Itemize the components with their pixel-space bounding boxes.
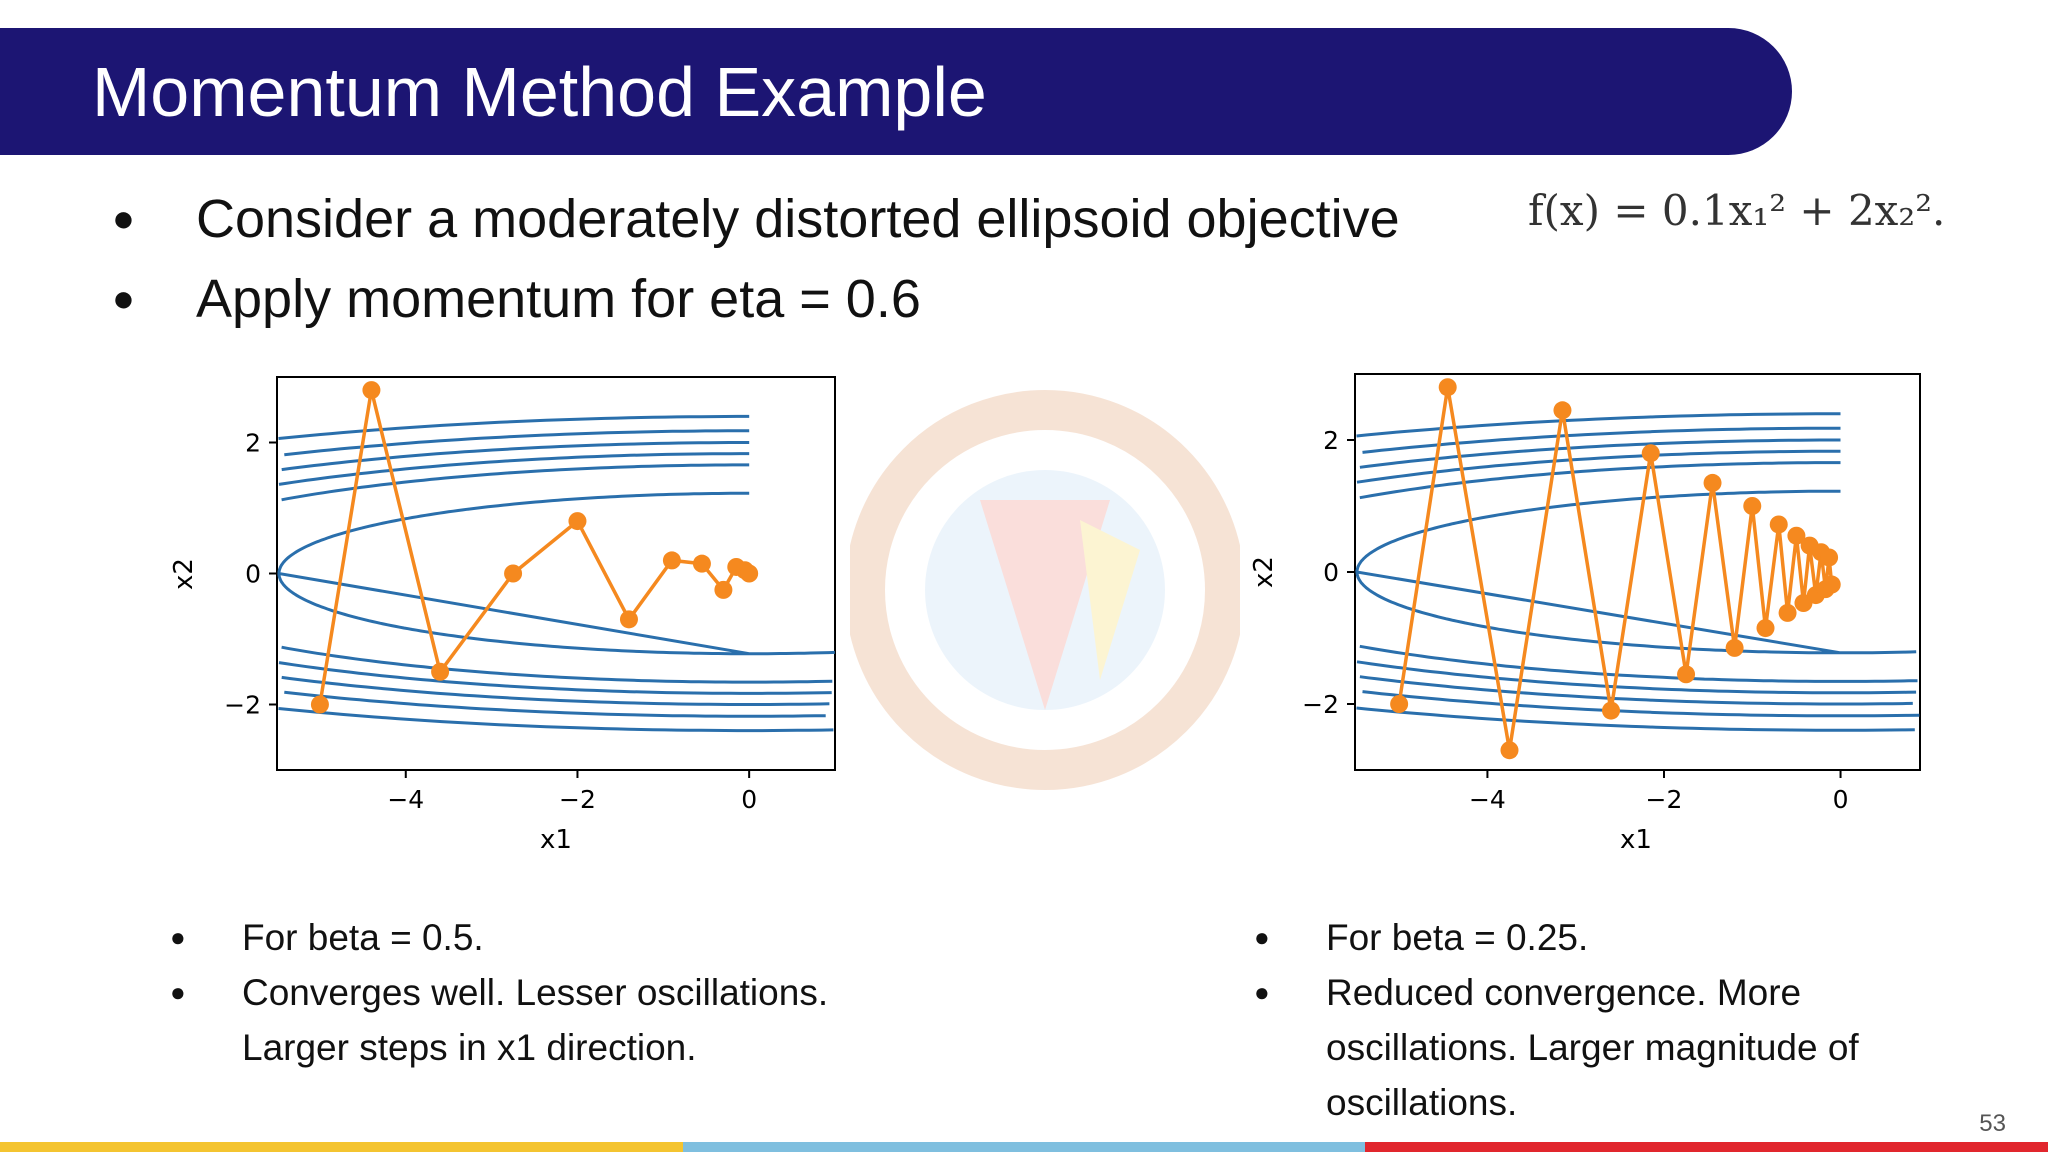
y-tick-label: 2 (1323, 426, 1339, 455)
path-point (1438, 378, 1457, 397)
page-number: 53 (1979, 1110, 2006, 1137)
path-point (1787, 526, 1806, 545)
x-tick-label: 0 (741, 785, 757, 814)
contour-line (284, 429, 826, 718)
bullet-dot: ● (170, 977, 186, 1007)
slide-title: Momentum Method Example (92, 53, 987, 131)
x-axis-label: x1 (1620, 825, 1652, 855)
path-point (1703, 473, 1722, 492)
contour-line (278, 414, 834, 733)
path-point (362, 381, 381, 400)
path-point (692, 554, 711, 573)
path-point (1725, 638, 1744, 657)
y-axis-label: x2 (170, 558, 199, 590)
notes-beta-0-5: ● For beta = 0.5. ● Converges well. Lesser… (166, 910, 828, 1075)
x-tick-label: −2 (559, 785, 596, 814)
note-text: oscillations. Larger magnitude of (1326, 1027, 1859, 1068)
institute-watermark-logo (850, 390, 1240, 790)
path-point (1390, 695, 1409, 713)
contour-line (1356, 449, 1917, 695)
bottom-bar-blue (682, 1142, 1366, 1152)
path-point (714, 580, 733, 599)
y-axis-label: x2 (1250, 556, 1279, 588)
contour-line (281, 441, 830, 706)
path-point (568, 512, 587, 531)
path-point (1756, 619, 1775, 638)
path-point (1553, 401, 1572, 420)
contour-line (1359, 461, 1918, 683)
note-text: Reduced convergence. More (1326, 972, 1802, 1013)
contour-line (277, 491, 835, 656)
note-text: For beta = 0.25. (1326, 917, 1589, 958)
objective-formula: f(x) = 0.1x₁² + 2x₂². (1528, 186, 1946, 235)
bottom-bar-yellow (0, 1142, 683, 1152)
y-tick-label: −2 (1302, 690, 1339, 719)
x-tick-label: −2 (1646, 785, 1683, 814)
contour-line (1356, 412, 1915, 732)
bullet-dot: ● (1254, 922, 1270, 952)
y-tick-label: −2 (224, 691, 261, 720)
bullet-dot: ● (1254, 977, 1270, 1007)
x-tick-label: 0 (1833, 785, 1849, 814)
bullet-2: ● Apply momentum for eta = 0.6 (112, 268, 921, 330)
bottom-color-bar (0, 1142, 2048, 1152)
y-tick-label: 0 (245, 560, 261, 589)
x-tick-label: −4 (387, 785, 424, 814)
bullet-dot: ● (112, 197, 135, 240)
plot-beta-0-5: −4 −2 0 2 0 −2 x1 x2 (170, 376, 836, 855)
contour-line (281, 463, 833, 684)
path-point (431, 662, 450, 681)
bullet-dot: ● (112, 277, 135, 320)
title-bar (0, 28, 1792, 155)
path-point (1677, 665, 1696, 684)
path-point (1500, 741, 1519, 760)
contour-line (1359, 438, 1913, 706)
path-point (662, 551, 681, 570)
plot-beta-0-25: −4 −2 0 2 0 −2 x1 x2 (1250, 373, 1921, 855)
contour-line (1362, 426, 1920, 718)
bullet-2-text: Apply momentum for eta = 0.6 (196, 269, 921, 329)
path-point (1778, 603, 1797, 622)
optimization-path (318, 389, 751, 705)
notes-beta-0-25: ● For beta = 0.25. ● Reduced convergence. … (1250, 910, 1859, 1130)
path-point (504, 564, 523, 583)
path-point (1769, 515, 1788, 534)
bullet-dot: ● (170, 922, 186, 952)
note-text: oscillations. (1326, 1082, 1518, 1123)
path-point (1820, 548, 1839, 567)
x-axis-label: x1 (540, 825, 572, 855)
bullet-1: ● Consider a moderately distorted ellips… (112, 188, 1400, 250)
note-text: Converges well. Lesser oscillations. (242, 972, 829, 1013)
path-point (1602, 701, 1621, 720)
y-tick-label: 0 (1323, 558, 1339, 587)
x-tick-label: −4 (1469, 785, 1506, 814)
bullet-1-text: Consider a moderately distorted ellipsoi… (196, 189, 1400, 249)
note-text: Larger steps in x1 direction. (242, 1027, 697, 1068)
path-point (1743, 497, 1762, 515)
path-point (310, 695, 329, 714)
contour-line (278, 452, 832, 695)
contour-line (1355, 489, 1917, 655)
path-point (619, 610, 638, 629)
bottom-bar-red (1365, 1142, 2048, 1152)
path-point (1822, 575, 1841, 594)
path-point (740, 564, 759, 583)
y-tick-label: 2 (245, 429, 261, 458)
note-text: For beta = 0.5. (242, 917, 484, 958)
path-point (1641, 444, 1660, 463)
